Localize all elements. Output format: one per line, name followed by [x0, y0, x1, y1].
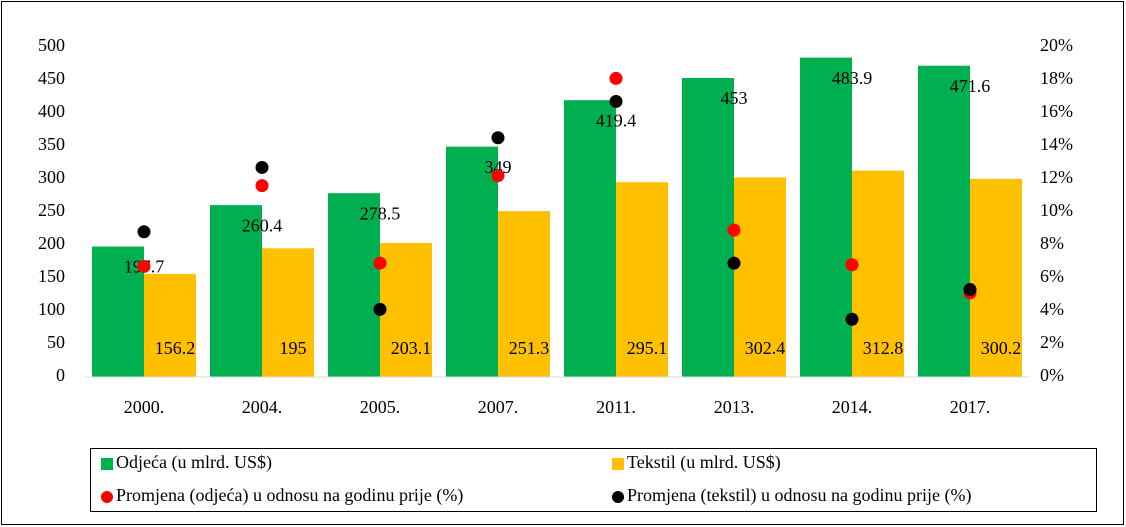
bar [918, 65, 970, 377]
bar [380, 242, 432, 377]
dot [491, 169, 505, 183]
dot [963, 283, 977, 297]
y2-tick-label: 2% [1040, 332, 1064, 352]
legend-label: Tekstil (u mlrd. US$) [627, 452, 781, 473]
y2-tick-label: 16% [1040, 101, 1073, 121]
bar [92, 246, 144, 377]
bar [210, 205, 262, 377]
x-tick-label: 2014. [832, 397, 873, 417]
data-label: 203.1 [391, 338, 432, 358]
y-tick-label: 50 [47, 332, 65, 352]
x-tick-label: 2000. [124, 397, 165, 417]
y2-tick-label: 6% [1040, 266, 1064, 286]
dot [727, 256, 741, 270]
data-label: 195 [280, 338, 307, 358]
bar [446, 146, 498, 377]
y2-tick-label: 0% [1040, 365, 1064, 385]
y2-tick-label: 12% [1040, 167, 1073, 187]
x-tick-label: 2004. [242, 397, 283, 417]
dot [845, 312, 859, 326]
legend-swatch [101, 491, 113, 503]
bar [800, 57, 852, 377]
legend-label: Promjena (tekstil) u odnosu na godinu pr… [627, 485, 971, 506]
data-label: 278.5 [360, 203, 401, 223]
data-label: 419.4 [596, 110, 637, 130]
y2-tick-label: 8% [1040, 233, 1064, 253]
y2-tick-label: 4% [1040, 299, 1064, 319]
y-tick-label: 400 [38, 101, 65, 121]
legend-label: Promjena (odjeća) u odnosu na godinu pri… [116, 485, 463, 506]
x-tick-label: 2007. [478, 397, 519, 417]
y-tick-label: 0 [56, 365, 65, 385]
bar [564, 100, 616, 378]
bar [328, 193, 380, 377]
data-label: 349 [485, 157, 512, 177]
legend-swatch [101, 458, 113, 470]
legend-label: Odjeća (u mlrd. US$) [116, 452, 272, 473]
data-label: 300.2 [981, 338, 1022, 358]
data-label: 251.3 [509, 338, 550, 358]
y2-tick-label: 20% [1040, 35, 1073, 55]
data-label: 483.9 [832, 68, 873, 88]
x-tick-label: 2017. [950, 397, 991, 417]
data-label: 260.4 [242, 215, 283, 235]
bar [498, 211, 550, 377]
dot [845, 258, 859, 272]
y-tick-label: 100 [38, 299, 65, 319]
bar [852, 170, 904, 377]
bar [734, 177, 786, 377]
y-tick-label: 250 [38, 200, 65, 220]
bar [970, 178, 1022, 377]
y2-tick-label: 18% [1040, 68, 1073, 88]
data-label: 302.4 [745, 338, 786, 358]
data-label: 312.8 [863, 338, 904, 358]
data-label: 453 [721, 88, 748, 108]
x-tick-label: 2011. [596, 397, 636, 417]
dot [255, 160, 269, 174]
dot [373, 256, 387, 270]
y2-tick-label: 10% [1040, 200, 1073, 220]
bar [262, 248, 314, 377]
y-tick-label: 300 [38, 167, 65, 187]
y-tick-label: 500 [38, 35, 65, 55]
data-label: 156.2 [155, 338, 196, 358]
dot [137, 259, 151, 273]
dot [727, 223, 741, 237]
y-tick-label: 150 [38, 266, 65, 286]
dot [255, 179, 269, 193]
bar [682, 78, 734, 378]
dot [609, 71, 623, 85]
y2-tick-label: 14% [1040, 134, 1073, 154]
dot [137, 225, 151, 239]
legend-box [90, 448, 1097, 512]
bar [616, 182, 668, 377]
y-tick-label: 200 [38, 233, 65, 253]
x-tick-label: 2005. [360, 397, 401, 417]
x-tick-label: 2013. [714, 397, 755, 417]
legend-swatch [612, 491, 624, 503]
dot [373, 302, 387, 316]
data-label: 295.1 [627, 338, 668, 358]
dot [609, 94, 623, 108]
dot [491, 131, 505, 145]
bar [144, 273, 196, 377]
y-tick-label: 450 [38, 68, 65, 88]
legend-swatch [612, 458, 624, 470]
y-tick-label: 350 [38, 134, 65, 154]
data-label: 471.6 [950, 76, 991, 96]
